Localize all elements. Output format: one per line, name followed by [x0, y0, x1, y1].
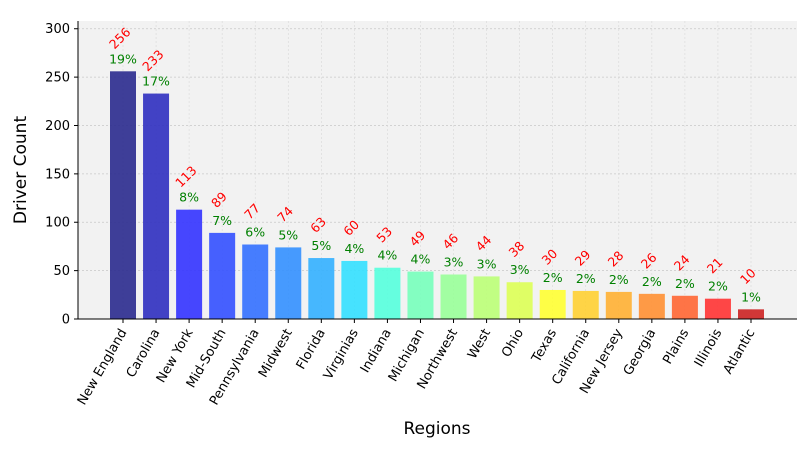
- y-tick-label: 150: [45, 167, 70, 182]
- percent-label: 2%: [609, 272, 629, 287]
- bar: [374, 267, 401, 319]
- percent-label: 3%: [477, 256, 497, 271]
- percent-label: 4%: [411, 252, 431, 267]
- gridlines: [78, 21, 797, 320]
- bar: [209, 232, 236, 319]
- percent-label: 1%: [741, 289, 761, 304]
- axes: [77, 21, 797, 320]
- x-tick-label: Georgia: [621, 327, 659, 379]
- x-tick-label: West: [465, 327, 494, 362]
- bar: [506, 282, 533, 319]
- y-tick-label: 250: [45, 71, 70, 86]
- percent-label: 5%: [278, 227, 298, 242]
- x-tick-label: New England: [75, 327, 131, 408]
- bar: [176, 209, 203, 319]
- percent-label: 5%: [311, 238, 331, 253]
- bar: [110, 71, 136, 319]
- y-tick-label: 300: [45, 22, 70, 37]
- bar: [638, 293, 665, 319]
- percent-label: 2%: [543, 270, 563, 285]
- y-axis-title: Driver Count: [11, 116, 31, 225]
- x-tick-label: Illinois: [692, 326, 726, 369]
- percent-label: 4%: [344, 241, 364, 256]
- x-tick-label: Ohio: [499, 326, 527, 360]
- bar: [473, 276, 500, 319]
- percent-label: 2%: [675, 276, 695, 291]
- bar: [242, 244, 269, 319]
- x-axis-title: Regions: [403, 419, 470, 439]
- percent-label: 2%: [576, 271, 596, 286]
- x-tick-label: Plains: [660, 326, 692, 367]
- bar: [704, 298, 731, 319]
- y-tick-label: 0: [62, 313, 70, 328]
- bar: [143, 93, 170, 319]
- bar: [671, 295, 698, 319]
- bar: [605, 291, 632, 319]
- bar: [539, 289, 566, 319]
- x-tick-label: Indiana: [358, 327, 395, 376]
- bar: [308, 258, 335, 319]
- y-axis-ticks: 0 50 100 150 200 250 300: [45, 22, 78, 328]
- percent-label: 2%: [708, 279, 728, 294]
- percent-label: 6%: [245, 225, 265, 240]
- y-tick-label: 200: [45, 119, 70, 134]
- percent-label: 19%: [109, 51, 137, 66]
- percent-label: 17%: [142, 74, 170, 89]
- y-tick-label: 50: [53, 264, 70, 279]
- bar: [275, 247, 302, 319]
- percent-label: 3%: [444, 254, 464, 269]
- x-tick-label: Atlantic: [721, 327, 759, 377]
- bar: [738, 309, 764, 319]
- bar: [440, 274, 467, 319]
- x-tick-label: Texas: [529, 326, 561, 366]
- percent-label: 8%: [179, 190, 199, 205]
- bar: [407, 271, 434, 319]
- percent-label: 7%: [212, 213, 232, 228]
- bar: [572, 290, 599, 319]
- percent-label: 3%: [510, 262, 530, 277]
- percent-label: 4%: [377, 248, 397, 263]
- bars: [110, 71, 764, 319]
- percent-label: 2%: [642, 274, 662, 289]
- x-tick-label: Florida: [294, 327, 329, 373]
- bar: [341, 260, 368, 319]
- y-tick-label: 100: [45, 216, 70, 231]
